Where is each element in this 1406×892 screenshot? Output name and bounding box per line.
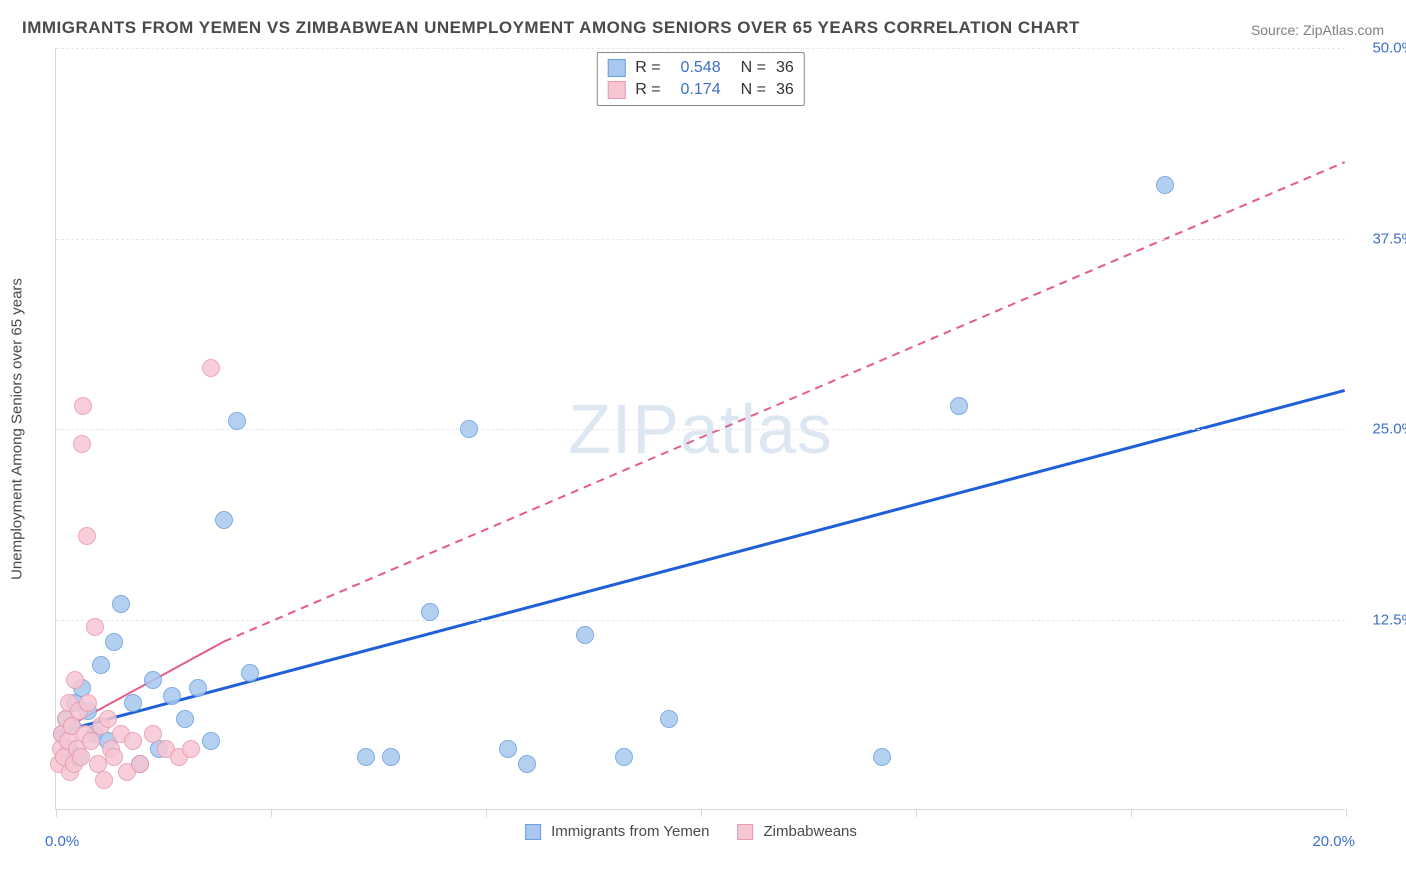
- data-point: [182, 740, 200, 758]
- x-tick: [1346, 809, 1347, 817]
- data-point: [79, 694, 97, 712]
- correlation-legend-row: R = 0.174 N = 36: [607, 79, 793, 101]
- chart-title: IMMIGRANTS FROM YEMEN VS ZIMBABWEAN UNEM…: [22, 18, 1080, 38]
- data-point: [66, 671, 84, 689]
- legend-swatch: [607, 81, 625, 99]
- data-point: [660, 710, 678, 728]
- data-point: [112, 595, 130, 613]
- data-point: [873, 748, 891, 766]
- n-label: N =: [741, 81, 766, 99]
- data-point: [124, 694, 142, 712]
- legend-swatch: [738, 824, 754, 840]
- data-point: [95, 771, 113, 789]
- data-point: [92, 656, 110, 674]
- x-tick: [56, 809, 57, 817]
- data-point: [82, 732, 100, 750]
- data-point: [99, 710, 117, 728]
- data-point: [382, 748, 400, 766]
- correlation-legend: R = 0.548 N = 36 R = 0.174 N = 36: [596, 52, 804, 106]
- data-point: [144, 725, 162, 743]
- r-value: 0.174: [671, 81, 721, 99]
- x-tick: [701, 809, 702, 817]
- data-point: [124, 732, 142, 750]
- data-point: [241, 664, 259, 682]
- gridline: [56, 239, 1345, 240]
- data-point: [518, 755, 536, 773]
- x-axis-series-legend: Immigrants from Yemen Zimbabweans: [525, 823, 875, 840]
- x-axis-origin-label: 0.0%: [45, 833, 79, 850]
- correlation-legend-row: R = 0.548 N = 36: [607, 57, 793, 79]
- plot-area: ZIPatlas R =0.548N =36R =0.174N =36 12.5…: [55, 48, 1345, 810]
- x-tick: [1131, 809, 1132, 817]
- y-tick-label: 12.5%: [1355, 611, 1406, 628]
- data-point: [615, 748, 633, 766]
- data-point: [950, 397, 968, 415]
- data-point: [78, 527, 96, 545]
- data-point: [72, 748, 90, 766]
- data-point: [1156, 176, 1174, 194]
- x-tick: [486, 809, 487, 817]
- source-attribution: Source: ZipAtlas.com: [1251, 22, 1384, 38]
- legend-swatch: [525, 824, 541, 840]
- data-point: [176, 710, 194, 728]
- data-point: [163, 687, 181, 705]
- data-point: [357, 748, 375, 766]
- r-label: R =: [635, 81, 660, 99]
- n-value: 36: [776, 81, 794, 99]
- y-tick-label: 25.0%: [1355, 421, 1406, 438]
- gridline: [56, 429, 1345, 430]
- scatter-chart: Unemployment Among Seniors over 65 years…: [55, 48, 1345, 810]
- n-value: 36: [776, 59, 794, 77]
- r-label: R =: [635, 59, 660, 77]
- data-point: [105, 748, 123, 766]
- data-point: [228, 412, 246, 430]
- n-label: N =: [741, 59, 766, 77]
- data-point: [73, 435, 91, 453]
- legend-label: Immigrants from Yemen: [551, 823, 709, 840]
- data-point: [499, 740, 517, 758]
- data-point: [131, 755, 149, 773]
- data-point: [189, 679, 207, 697]
- legend-swatch: [607, 59, 625, 77]
- data-point: [105, 633, 123, 651]
- data-point: [202, 732, 220, 750]
- y-tick-label: 37.5%: [1355, 230, 1406, 247]
- y-tick-label: 50.0%: [1355, 40, 1406, 57]
- trend-line-dashed: [224, 162, 1345, 641]
- data-point: [460, 420, 478, 438]
- data-point: [215, 511, 233, 529]
- x-axis-end-label: 20.0%: [1312, 833, 1355, 850]
- y-axis-title: Unemployment Among Seniors over 65 years: [9, 278, 26, 580]
- x-tick: [271, 809, 272, 817]
- data-point: [74, 397, 92, 415]
- x-tick: [916, 809, 917, 817]
- data-point: [144, 671, 162, 689]
- data-point: [576, 626, 594, 644]
- r-value: 0.548: [671, 59, 721, 77]
- data-point: [86, 618, 104, 636]
- legend-label: Zimbabweans: [764, 823, 857, 840]
- data-point: [421, 603, 439, 621]
- gridline: [56, 48, 1345, 49]
- data-point: [202, 359, 220, 377]
- gridline: [56, 620, 1345, 621]
